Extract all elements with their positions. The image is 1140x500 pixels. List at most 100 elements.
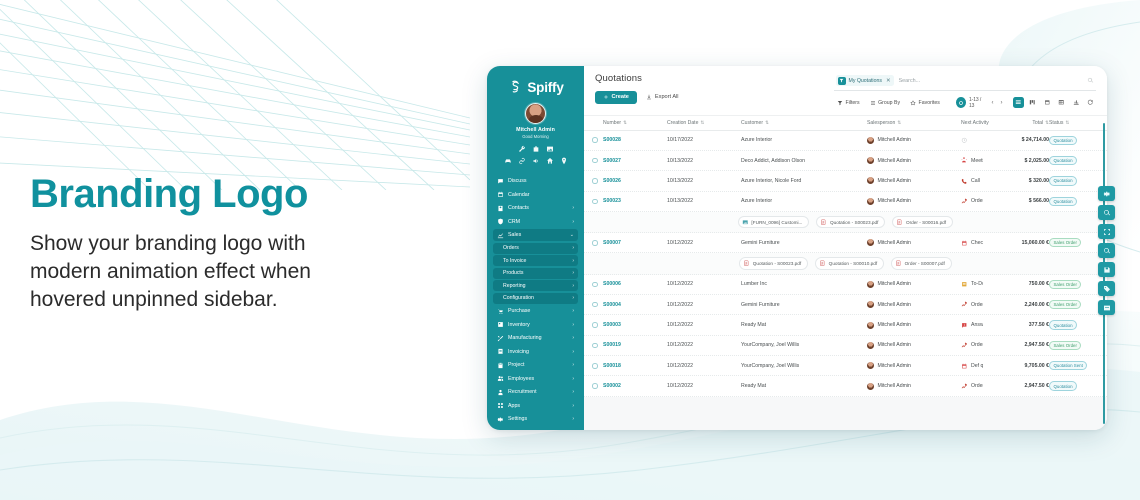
- record-number-link[interactable]: S00018: [603, 362, 621, 369]
- sidebar-item-invoicing[interactable]: Invoicing ›: [493, 346, 578, 358]
- filters-button[interactable]: Filters: [834, 98, 863, 108]
- sidebar-subitem-reporting[interactable]: Reporting ›: [493, 280, 578, 291]
- row-checkbox[interactable]: [592, 363, 603, 369]
- sidebar-subitem-to-invoice[interactable]: To Invoice ›: [493, 255, 578, 266]
- table-row[interactable]: S00003 10/12/2022 Ready Mat Mitchell Admin A…: [584, 315, 1107, 336]
- record-count-badge[interactable]: [955, 97, 966, 108]
- table-row[interactable]: S00027 10/13/2022 Deco Addict, Addison Ols…: [584, 150, 1107, 172]
- close-icon[interactable]: ✕: [885, 77, 891, 84]
- search-icon[interactable]: [1087, 77, 1094, 84]
- table-row[interactable]: S00007 10/12/2022 Gemini Furniture Mitchell…: [584, 233, 1107, 254]
- sidebar-item-sales[interactable]: Sales ⌄: [493, 229, 578, 241]
- row-checkbox[interactable]: [592, 301, 603, 308]
- briefcase-icon[interactable]: [532, 145, 540, 153]
- sidebar-item-manufacturing[interactable]: Manufacturing ›: [493, 332, 578, 344]
- home-icon[interactable]: [546, 157, 554, 165]
- sidebar-subitem-configuration[interactable]: Configuration ›: [493, 292, 578, 304]
- record-number-link[interactable]: S00007: [603, 239, 621, 246]
- sidebar-subitem-orders[interactable]: Orders ›: [493, 242, 578, 254]
- filter-chip-my-quotations[interactable]: My Quotations ✕: [836, 75, 894, 86]
- sidebar-item-employees[interactable]: Employees ›: [493, 373, 578, 385]
- table-row[interactable]: S00019 10/12/2022 YourCompany, Joel Willis…: [584, 335, 1107, 357]
- link-icon[interactable]: [518, 157, 526, 165]
- row-checkbox[interactable]: [592, 322, 603, 328]
- graph-view-icon[interactable]: [1071, 97, 1082, 108]
- brand-logo[interactable]: Spiffy: [487, 74, 584, 99]
- megaphone-icon[interactable]: [532, 157, 540, 165]
- row-checkbox[interactable]: [592, 157, 603, 164]
- activity-view-icon[interactable]: [1085, 97, 1096, 108]
- settings-rail-icon[interactable]: [1098, 186, 1115, 201]
- record-number-link[interactable]: S00019: [603, 342, 621, 349]
- table-row[interactable]: S00004 10/12/2022 Gemini Furniture Mitchell…: [584, 294, 1107, 316]
- kanban-view-icon[interactable]: [1027, 97, 1038, 108]
- table-row[interactable]: S00018 10/12/2022 YourCompany, Joel Willis…: [584, 356, 1107, 377]
- sidebar-item-inventory[interactable]: Inventory ›: [493, 319, 578, 331]
- column-header-next-activity[interactable]: Next Activity: [961, 120, 989, 126]
- column-header-salesperson[interactable]: Salesperson ⇅: [867, 120, 961, 126]
- sidebar-item-calendar[interactable]: Calendar: [493, 189, 578, 201]
- row-checkbox[interactable]: [592, 178, 603, 184]
- column-header-total[interactable]: Total ⇅: [983, 120, 1049, 126]
- row-checkbox[interactable]: [592, 198, 603, 205]
- column-header-number[interactable]: Number ⇅: [603, 120, 667, 126]
- sidebar-item-purchase[interactable]: Purchase ›: [493, 305, 578, 317]
- car-icon[interactable]: [504, 157, 512, 165]
- search-rail-icon[interactable]: [1098, 205, 1115, 220]
- tag-rail-icon[interactable]: [1098, 281, 1115, 296]
- list-view-icon[interactable]: [1012, 97, 1024, 108]
- row-checkbox[interactable]: [592, 281, 603, 287]
- attachment-chip[interactable]: Quotation - S00010.pdf: [815, 257, 885, 270]
- row-checkbox[interactable]: [592, 137, 603, 143]
- sidebar-subitem-products[interactable]: Products ›: [493, 267, 578, 279]
- save-rail-icon[interactable]: [1098, 262, 1115, 277]
- pivot-view-icon[interactable]: [1056, 97, 1067, 108]
- record-number-link[interactable]: S00028: [603, 137, 621, 144]
- attachment-chip[interactable]: Quotation - S00023.pdf: [739, 257, 809, 270]
- group-by-button[interactable]: Group By: [867, 98, 903, 108]
- record-number-link[interactable]: S00004: [603, 301, 621, 308]
- sidebar-item-contacts[interactable]: Contacts ›: [493, 202, 578, 214]
- table-row[interactable]: S00023 10/13/2022 Azure Interior Mitchell A…: [584, 191, 1107, 212]
- sidebar-user[interactable]: Mitchell Admin Good Morning: [487, 99, 584, 142]
- create-button[interactable]: Create: [595, 91, 637, 104]
- table-row[interactable]: S00026 10/13/2022 Azure Interior, Nicole F…: [584, 171, 1107, 192]
- attachment-chip[interactable]: [FURN_0096] Customi...: [737, 216, 810, 229]
- record-number-link[interactable]: S00027: [603, 157, 621, 164]
- attachment-chip[interactable]: Quotation - S00023.pdf: [816, 216, 886, 229]
- attachment-chip[interactable]: Order - S00016.pdf: [892, 216, 954, 229]
- sidebar-item-project[interactable]: Project ›: [493, 359, 578, 371]
- row-checkbox[interactable]: [592, 383, 603, 389]
- record-number-link[interactable]: S00003: [603, 322, 621, 328]
- column-header-creation-date[interactable]: Creation Date ⇅: [667, 120, 741, 126]
- calendar-view-icon[interactable]: [1042, 97, 1053, 108]
- sidebar-item-apps[interactable]: Apps ›: [493, 400, 578, 412]
- table-row[interactable]: S00028 10/17/2022 Azure Interior Mitchell A…: [584, 130, 1107, 151]
- column-header-customer[interactable]: Customer ⇅: [741, 120, 867, 126]
- expand-rail-icon[interactable]: [1098, 224, 1115, 239]
- search-bar[interactable]: My Quotations ✕ Search...: [834, 73, 1096, 91]
- sidebar-item-recruitment[interactable]: Recruitment ›: [493, 386, 578, 398]
- search-input[interactable]: Search...: [898, 77, 921, 84]
- sidebar-item-settings[interactable]: Settings ›: [493, 413, 578, 425]
- row-checkbox[interactable]: [592, 240, 603, 246]
- image-icon[interactable]: [546, 145, 554, 153]
- label-rail-icon[interactable]: [1098, 300, 1115, 315]
- record-number-link[interactable]: S00023: [603, 198, 621, 205]
- record-number-link[interactable]: S00026: [603, 177, 621, 184]
- wrench-icon[interactable]: [518, 145, 526, 153]
- export-all-button[interactable]: Export All: [644, 91, 681, 103]
- table-row[interactable]: S00002 10/12/2022 Ready Mat Mitchell Admin O…: [584, 376, 1107, 397]
- favorites-button[interactable]: Favorites: [907, 98, 943, 108]
- sidebar-item-discuss[interactable]: Discuss: [493, 175, 578, 187]
- sidebar-item-crm[interactable]: CRM ›: [493, 216, 578, 228]
- pin-icon[interactable]: [560, 157, 568, 165]
- zoom-rail-icon[interactable]: [1098, 243, 1115, 258]
- record-number-link[interactable]: S00006: [603, 281, 621, 288]
- column-header-status[interactable]: Status ⇅: [1049, 120, 1095, 126]
- attachment-chip[interactable]: Order - S00007.pdf: [891, 257, 952, 270]
- next-page-button[interactable]: ›: [1000, 99, 1003, 106]
- record-number-link[interactable]: S00002: [603, 383, 621, 390]
- table-row[interactable]: S00006 10/12/2022 Lumber Inc Mitchell Admin…: [584, 274, 1107, 295]
- row-checkbox[interactable]: [592, 342, 603, 349]
